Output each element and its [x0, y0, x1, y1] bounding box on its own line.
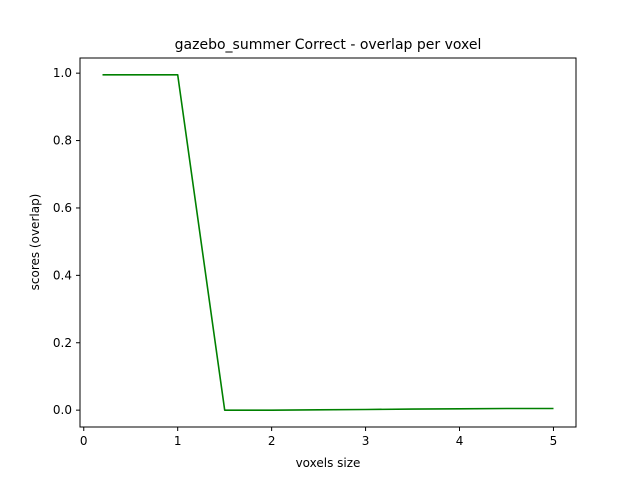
x-tick-label: 3	[362, 434, 370, 448]
x-tick-label: 4	[456, 434, 464, 448]
y-tick-label: 1.0	[53, 66, 72, 80]
y-tick-label: 0.2	[53, 336, 72, 350]
y-tick-label: 0.6	[53, 201, 72, 215]
x-tick-label: 5	[550, 434, 558, 448]
x-tick-label: 0	[80, 434, 88, 448]
y-axis-label: scores (overlap)	[28, 194, 42, 291]
x-axis-label: voxels size	[296, 456, 361, 470]
chart-title: gazebo_summer Correct - overlap per voxe…	[175, 37, 482, 53]
x-tick-label: 2	[268, 434, 276, 448]
y-tick-label: 0.4	[53, 268, 72, 282]
y-tick-label: 0.8	[53, 134, 72, 148]
y-axis-ticks: 0.0 0.2 0.4 0.6 0.8 1.0	[53, 66, 80, 417]
series-line-0	[102, 74, 554, 412]
x-tick-label: 1	[174, 434, 182, 448]
y-tick-label: 0.0	[53, 403, 72, 417]
x-axis-ticks: 0 1 2 3 4 5	[80, 427, 557, 448]
axes-frame	[79, 57, 577, 428]
